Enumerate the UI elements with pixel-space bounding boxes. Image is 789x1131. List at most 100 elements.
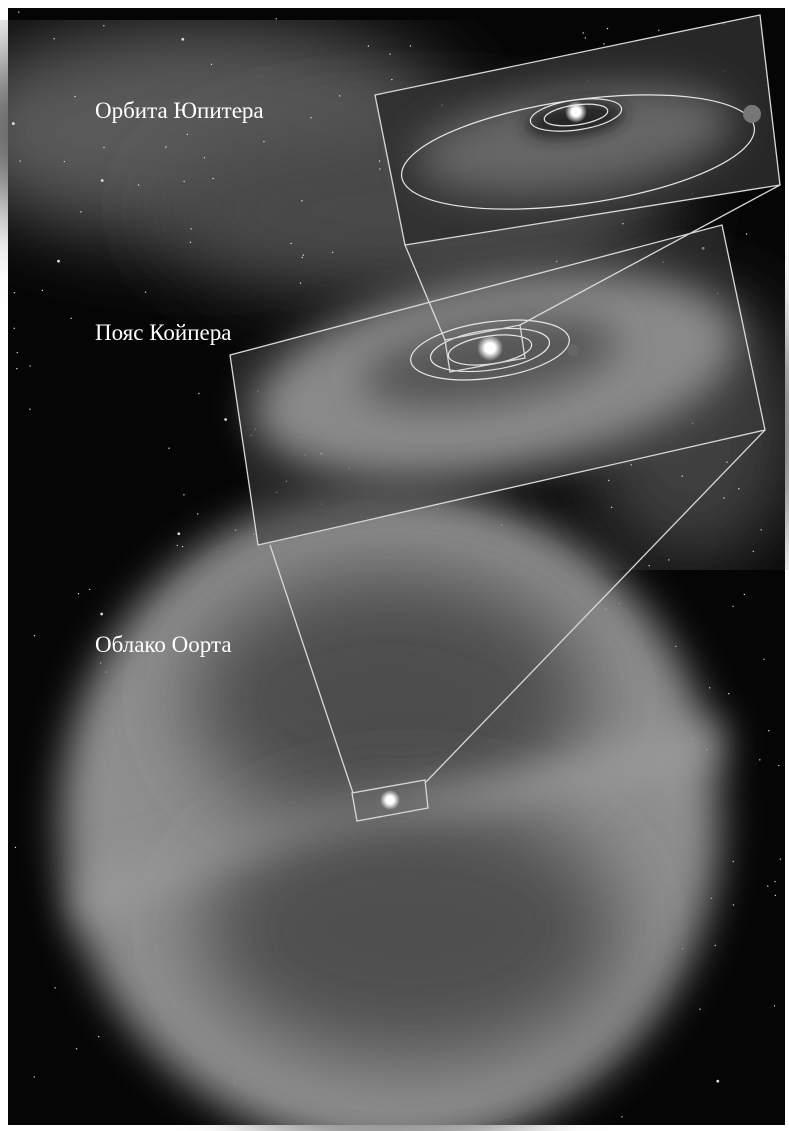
star xyxy=(177,532,180,535)
star xyxy=(54,987,55,988)
star xyxy=(774,881,775,882)
star xyxy=(187,134,188,135)
star xyxy=(42,290,43,291)
star xyxy=(190,242,191,243)
star xyxy=(744,594,745,595)
star xyxy=(410,45,411,46)
star xyxy=(19,160,20,161)
star xyxy=(80,211,81,212)
star xyxy=(738,488,739,489)
star xyxy=(16,368,17,369)
star xyxy=(668,559,669,560)
star xyxy=(608,480,609,481)
star xyxy=(611,507,612,508)
sun xyxy=(477,335,503,361)
star xyxy=(732,606,733,607)
star xyxy=(780,858,781,859)
star xyxy=(53,38,54,39)
star xyxy=(14,328,15,329)
jupiter xyxy=(743,105,761,123)
jupiter-label: Орбита Юпитера xyxy=(95,98,264,123)
star xyxy=(182,546,183,547)
star xyxy=(101,179,104,182)
star xyxy=(675,646,676,647)
star xyxy=(165,146,166,147)
star xyxy=(15,847,16,848)
star xyxy=(716,1080,719,1083)
star xyxy=(753,551,754,552)
star xyxy=(103,147,104,148)
star xyxy=(211,64,212,65)
star xyxy=(302,257,303,258)
star xyxy=(746,233,747,234)
star xyxy=(183,494,184,495)
star xyxy=(774,1005,775,1006)
star xyxy=(607,28,608,29)
star xyxy=(768,730,769,731)
sun xyxy=(380,790,400,810)
oort-label: Облако Оорта xyxy=(95,632,232,657)
star xyxy=(168,448,169,449)
star xyxy=(212,178,213,179)
star xyxy=(204,157,205,158)
star xyxy=(733,861,734,862)
star xyxy=(57,260,60,263)
star xyxy=(733,904,734,905)
sun xyxy=(565,101,587,123)
star xyxy=(301,200,302,201)
star xyxy=(263,141,264,142)
star xyxy=(276,18,277,19)
star xyxy=(78,593,79,594)
star xyxy=(138,184,139,185)
star xyxy=(715,945,716,946)
star xyxy=(34,1076,35,1077)
star xyxy=(775,895,776,896)
star xyxy=(18,12,19,13)
star xyxy=(368,45,369,46)
star xyxy=(100,613,103,616)
star xyxy=(778,765,779,766)
star xyxy=(34,635,35,636)
star xyxy=(98,1036,99,1037)
star xyxy=(391,79,392,80)
star xyxy=(332,252,333,253)
star xyxy=(89,589,90,590)
star xyxy=(197,513,198,514)
star xyxy=(300,282,301,283)
star xyxy=(103,25,104,26)
kuiper-label: Пояс Койпера xyxy=(95,320,231,345)
star xyxy=(379,168,380,169)
star xyxy=(556,261,557,262)
star xyxy=(389,53,390,54)
oort-cloud xyxy=(60,490,720,1131)
star xyxy=(181,38,184,41)
star xyxy=(767,885,768,886)
star xyxy=(648,565,649,566)
star xyxy=(728,693,729,694)
star xyxy=(723,497,724,498)
star xyxy=(621,1116,622,1117)
star xyxy=(183,181,184,182)
star xyxy=(290,243,291,244)
star xyxy=(76,1048,77,1049)
star xyxy=(70,318,71,319)
star xyxy=(760,529,761,530)
star xyxy=(682,476,683,477)
star xyxy=(759,759,760,760)
star xyxy=(622,223,623,224)
star xyxy=(198,393,199,394)
star xyxy=(14,292,15,293)
star xyxy=(74,96,75,97)
star xyxy=(310,117,311,118)
star xyxy=(763,659,764,660)
star xyxy=(699,1008,700,1009)
illustration: Орбита Юпитера Пояс Койпера Облако Оорта xyxy=(0,0,789,1131)
star xyxy=(224,418,227,421)
star xyxy=(17,352,18,353)
star xyxy=(29,365,30,366)
star xyxy=(177,545,178,546)
star xyxy=(190,228,191,229)
star xyxy=(145,291,146,292)
star xyxy=(585,37,586,38)
star xyxy=(583,32,584,33)
